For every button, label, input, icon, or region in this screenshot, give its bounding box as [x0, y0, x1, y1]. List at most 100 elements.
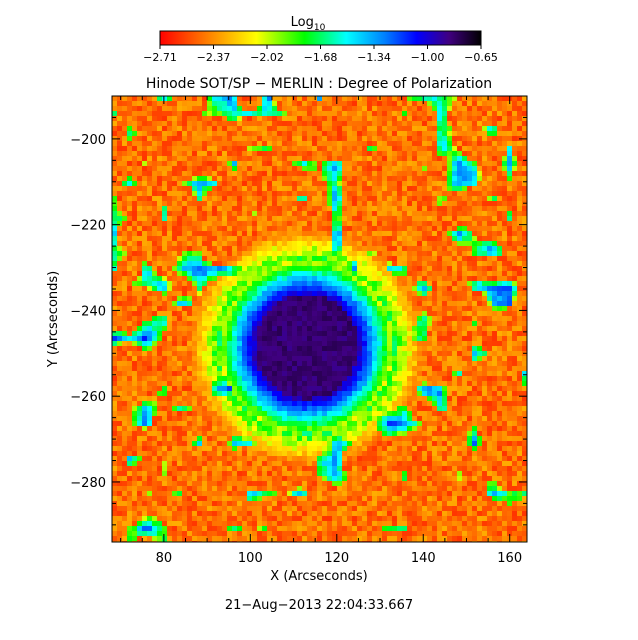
heatmap-cell	[192, 331, 197, 336]
heatmap-cell	[297, 221, 302, 226]
heatmap-cell	[337, 101, 342, 106]
heatmap-cell	[447, 221, 452, 226]
heatmap-cell	[427, 116, 432, 121]
heatmap-cell	[157, 186, 162, 191]
heatmap-cell	[272, 96, 277, 101]
heatmap-cell	[402, 266, 407, 271]
heatmap-cell	[217, 176, 222, 181]
heatmap-cell	[282, 356, 287, 361]
heatmap-cell	[177, 246, 182, 251]
heatmap-cell	[312, 241, 317, 246]
heatmap-cell	[312, 96, 317, 101]
heatmap-cell	[402, 196, 407, 201]
heatmap-cell	[502, 266, 507, 271]
heatmap-cell	[207, 366, 212, 371]
heatmap-cell	[332, 166, 337, 171]
heatmap-cell	[172, 231, 177, 236]
heatmap-cell	[227, 231, 232, 236]
heatmap-cell	[452, 126, 457, 131]
heatmap-cell	[342, 121, 347, 126]
heatmap-cell	[292, 126, 297, 131]
heatmap-cell	[437, 316, 442, 321]
heatmap-cell	[207, 171, 212, 176]
heatmap-cell	[167, 311, 172, 316]
heatmap-cell	[232, 361, 237, 366]
heatmap-cell	[152, 276, 157, 281]
heatmap-cell	[142, 131, 147, 136]
heatmap-cell	[322, 211, 327, 216]
heatmap-cell	[192, 151, 197, 156]
heatmap-cell	[307, 181, 312, 186]
heatmap-cell	[337, 136, 342, 141]
heatmap-cell	[517, 176, 522, 181]
heatmap-cell	[522, 101, 527, 106]
heatmap-cell	[152, 156, 157, 161]
heatmap-cell	[342, 106, 347, 111]
heatmap-cell	[447, 261, 452, 266]
heatmap-cell	[127, 111, 132, 116]
heatmap-cell	[362, 391, 367, 396]
heatmap-cell	[127, 346, 132, 351]
heatmap-cell	[322, 196, 327, 201]
heatmap-cell	[417, 201, 422, 206]
heatmap-cell	[517, 316, 522, 321]
heatmap-cell	[332, 281, 337, 286]
heatmap-cell	[322, 206, 327, 211]
heatmap-cell	[112, 391, 117, 396]
heatmap-cell	[212, 166, 217, 171]
heatmap-cell	[397, 131, 402, 136]
heatmap-cell	[462, 386, 467, 391]
heatmap-cell	[222, 311, 227, 316]
heatmap-cell	[292, 256, 297, 261]
heatmap-cell	[362, 326, 367, 331]
heatmap-cell	[382, 181, 387, 186]
heatmap-cell	[392, 351, 397, 356]
heatmap-cell	[357, 271, 362, 276]
heatmap-cell	[277, 246, 282, 251]
heatmap-cell	[207, 256, 212, 261]
heatmap-cell	[132, 196, 137, 201]
heatmap-cell	[362, 351, 367, 356]
heatmap-cell	[132, 116, 137, 121]
heatmap-cell	[212, 116, 217, 121]
heatmap-cell	[447, 121, 452, 126]
heatmap-cell	[392, 96, 397, 101]
heatmap-cell	[232, 161, 237, 166]
heatmap-cell	[307, 101, 312, 106]
heatmap-cell	[337, 316, 342, 321]
heatmap-cell	[412, 206, 417, 211]
heatmap-cell	[347, 361, 352, 366]
heatmap-cell	[362, 316, 367, 321]
heatmap-cell	[407, 116, 412, 121]
heatmap-cell	[112, 356, 117, 361]
heatmap-cell	[357, 96, 362, 101]
heatmap-cell	[297, 161, 302, 166]
heatmap-cell	[297, 116, 302, 121]
heatmap-cell	[452, 276, 457, 281]
heatmap-cell	[407, 381, 412, 386]
heatmap-cell	[467, 381, 472, 386]
heatmap-cell	[377, 246, 382, 251]
heatmap-cell	[357, 211, 362, 216]
heatmap-cell	[262, 151, 267, 156]
heatmap-cell	[352, 191, 357, 196]
heatmap-cell	[132, 346, 137, 351]
heatmap-cell	[442, 241, 447, 246]
heatmap-cell	[322, 151, 327, 156]
heatmap-cell	[442, 256, 447, 261]
heatmap-cell	[422, 361, 427, 366]
heatmap-cell	[412, 361, 417, 366]
heatmap-cell	[147, 131, 152, 136]
heatmap-cell	[427, 306, 432, 311]
heatmap-cell	[207, 291, 212, 296]
heatmap-cell	[122, 201, 127, 206]
heatmap-cell	[317, 321, 322, 326]
heatmap-cell	[162, 366, 167, 371]
heatmap-cell	[187, 296, 192, 301]
heatmap-cell	[467, 176, 472, 181]
heatmap-cell	[232, 351, 237, 356]
heatmap-cell	[377, 381, 382, 386]
heatmap-cell	[137, 251, 142, 256]
heatmap-cell	[367, 341, 372, 346]
heatmap-cell	[357, 261, 362, 266]
